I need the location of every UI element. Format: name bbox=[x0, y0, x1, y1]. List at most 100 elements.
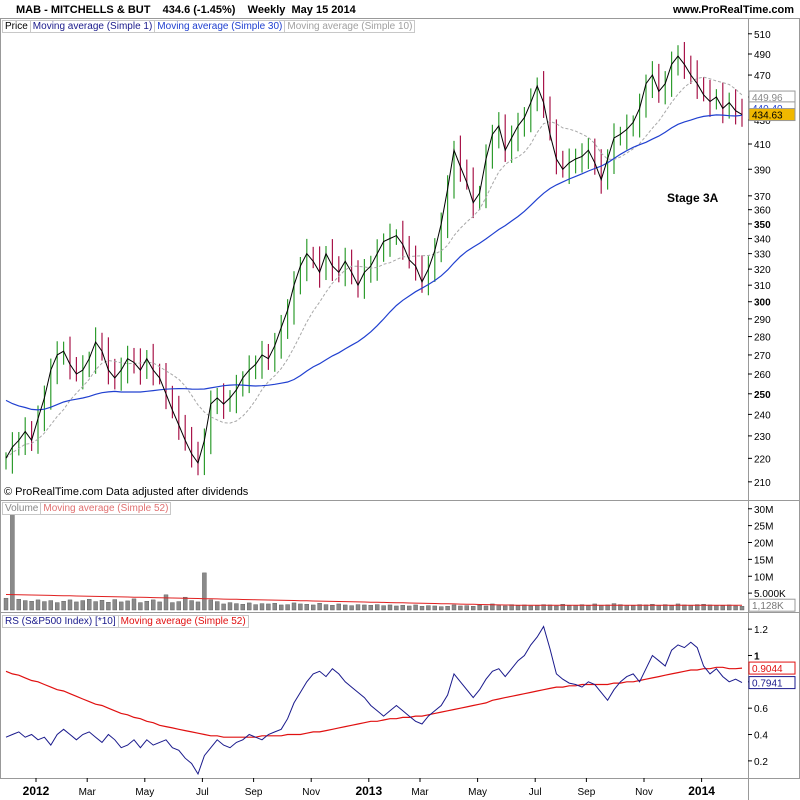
volume-bar bbox=[419, 606, 425, 611]
legend-price[interactable]: Price bbox=[2, 20, 31, 33]
legend-ma30[interactable]: Moving average (Simple 30) bbox=[154, 20, 286, 33]
ma10-value: 449.96 bbox=[752, 93, 783, 104]
price-tick-label: 300 bbox=[754, 298, 771, 309]
volume-bar bbox=[35, 599, 41, 611]
volume-bar bbox=[112, 599, 118, 611]
volume-bar bbox=[208, 599, 214, 611]
price-tick-label: 410 bbox=[754, 140, 771, 151]
volume-bar bbox=[535, 605, 540, 611]
ma10-line bbox=[5, 76, 743, 459]
time-tick-label: 2013 bbox=[355, 784, 382, 798]
volume-bar bbox=[375, 604, 380, 611]
volume-tick-label: 5.000K bbox=[754, 589, 786, 600]
stage-annotation: Stage 3A bbox=[667, 191, 719, 205]
rs-tick-label: 1 bbox=[754, 651, 760, 662]
volume-bar bbox=[503, 605, 508, 611]
volume-bar bbox=[618, 604, 623, 611]
volume-bar bbox=[176, 601, 182, 611]
volume-bar bbox=[631, 605, 636, 611]
volume-bar bbox=[701, 604, 706, 611]
volume-bar bbox=[688, 605, 693, 611]
legend-ma1[interactable]: Moving average (Simple 1) bbox=[29, 20, 156, 33]
volume-bar bbox=[118, 601, 124, 611]
price-tick-label: 250 bbox=[754, 390, 771, 401]
volume-bar bbox=[42, 601, 47, 611]
volume-bar bbox=[739, 605, 745, 611]
time-tick-label: Sep bbox=[578, 787, 596, 798]
volume-bar bbox=[163, 594, 169, 611]
volume-tick-label: 30M bbox=[754, 505, 773, 516]
volume-bar bbox=[214, 601, 220, 611]
volume-bar bbox=[29, 601, 34, 611]
volume-bar bbox=[695, 604, 700, 611]
time-tick-label: May bbox=[135, 787, 154, 798]
volume-legend: Volume Moving average (Simple 52) bbox=[2, 502, 172, 515]
volume-bar bbox=[259, 603, 265, 611]
volume-bar bbox=[298, 603, 303, 611]
volume-bar bbox=[227, 602, 233, 611]
volume-bar bbox=[61, 601, 66, 611]
volume-bar bbox=[541, 604, 546, 611]
rs-last-value: 0.7941 bbox=[752, 679, 783, 690]
volume-bar bbox=[291, 602, 297, 611]
rs-tick-label: 0.2 bbox=[754, 757, 768, 768]
site-label: www.ProRealTime.com bbox=[672, 4, 794, 16]
time-tick-label: Mar bbox=[79, 787, 97, 798]
ma30-line bbox=[5, 114, 743, 411]
volume-bar bbox=[387, 604, 393, 611]
rs-ma-value: 0.9044 bbox=[752, 664, 783, 675]
volume-bar bbox=[16, 599, 21, 611]
time-tick-label: Jul bbox=[529, 787, 542, 798]
rs-legend: RS (S&P500 Index) [*10] Moving average (… bbox=[2, 615, 249, 628]
legend-ma10[interactable]: Moving average (Simple 10) bbox=[284, 20, 416, 33]
volume-bar bbox=[733, 605, 738, 611]
volume-bar bbox=[138, 602, 143, 611]
time-tick-label: May bbox=[468, 787, 487, 798]
volume-ma-line bbox=[5, 594, 742, 606]
legend-volume-ma[interactable]: Moving average (Simple 52) bbox=[40, 502, 172, 515]
volume-bar bbox=[407, 605, 412, 611]
price-tick-label: 330 bbox=[754, 250, 771, 261]
volume-bar bbox=[279, 604, 284, 611]
volume-bar bbox=[170, 602, 175, 611]
volume-bars bbox=[3, 508, 745, 611]
price-tick-label: 240 bbox=[754, 410, 771, 421]
volume-tick-label: 25M bbox=[754, 522, 773, 533]
legend-rs[interactable]: RS (S&P500 Index) [*10] bbox=[2, 615, 119, 628]
time-tick-label: Mar bbox=[411, 787, 429, 798]
volume-bar bbox=[240, 604, 246, 611]
volume-bar bbox=[362, 604, 367, 611]
volume-bar bbox=[560, 604, 565, 611]
volume-bar bbox=[528, 605, 533, 611]
ma1-line bbox=[5, 55, 743, 465]
volume-bar bbox=[483, 605, 489, 611]
volume-bar bbox=[266, 603, 271, 611]
volume-bar bbox=[381, 605, 386, 611]
price-tick-label: 210 bbox=[754, 478, 771, 489]
volume-bar bbox=[400, 605, 405, 611]
volume-bar bbox=[253, 604, 258, 611]
price-tick-label: 290 bbox=[754, 315, 771, 326]
volume-bar bbox=[515, 605, 521, 611]
price-tick-label: 310 bbox=[754, 281, 771, 292]
volume-bar bbox=[246, 602, 252, 611]
volume-bar bbox=[355, 604, 361, 611]
volume-bar bbox=[490, 603, 495, 611]
legend-volume[interactable]: Volume bbox=[2, 502, 42, 515]
price-tick-label: 220 bbox=[754, 454, 771, 465]
volume-bar bbox=[55, 602, 60, 611]
volume-bar bbox=[311, 604, 316, 611]
rs-tick-label: 0.4 bbox=[754, 731, 768, 742]
legend-rs-ma[interactable]: Moving average (Simple 52) bbox=[117, 615, 249, 628]
chart-header: MAB - MITCHELLS & BUT 434.6 (-1.45%) Wee… bbox=[16, 4, 356, 16]
volume-bar bbox=[573, 605, 578, 611]
volume-bar bbox=[669, 605, 674, 611]
volume-bar bbox=[663, 604, 668, 611]
time-tick-label: Jul bbox=[196, 787, 209, 798]
rs-tick-label: 0.6 bbox=[754, 704, 768, 715]
volume-bar bbox=[451, 604, 457, 611]
price-candles bbox=[5, 41, 743, 476]
volume-bar bbox=[586, 605, 591, 611]
volume-bar bbox=[182, 596, 188, 611]
